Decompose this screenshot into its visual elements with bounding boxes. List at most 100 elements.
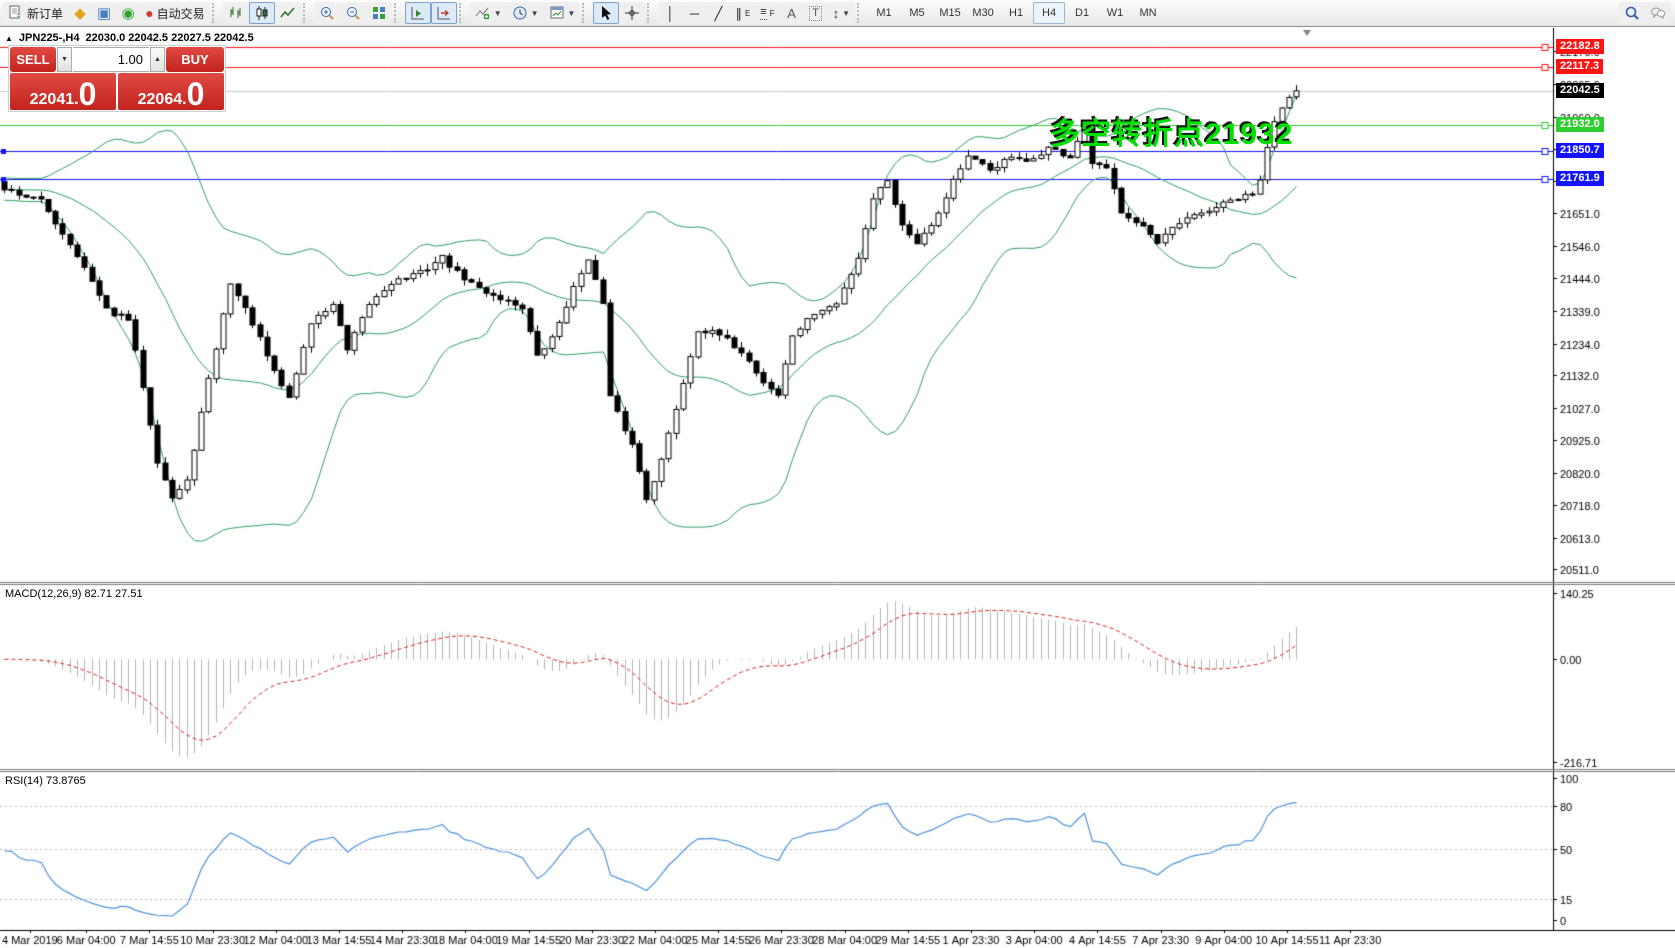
auto-scroll-button[interactable] (404, 2, 431, 24)
arrows-icon: ↕ (832, 5, 840, 21)
tile-windows-icon (372, 7, 385, 19)
volume-decrease-button[interactable]: ▼ (57, 47, 72, 72)
toolbar-grip (857, 3, 864, 23)
templates-button[interactable]: ▼ (543, 2, 581, 24)
chart-canvas[interactable] (0, 28, 1675, 948)
toolbar-grip (647, 3, 654, 23)
arrows-tool[interactable]: ↕ ▼ (827, 2, 856, 24)
horizontal-line-icon: ─ (689, 5, 700, 21)
chart-window: ▲ JPN225-,H4 22030.0 22042.5 22027.5 220… (0, 28, 1675, 948)
bid-price-int: 22041 (29, 91, 75, 108)
collapse-triangle-icon[interactable]: ▲ (5, 33, 13, 43)
line-chart-button[interactable] (274, 2, 301, 24)
auto-trading-label: 自动交易 (156, 6, 205, 21)
text-tool[interactable]: A (779, 2, 804, 24)
macd-indicator-label: MACD(12,26,9) 82.71 27.51 (5, 588, 143, 600)
hline-price-label[interactable]: 22182.8 (1556, 39, 1604, 54)
chat-button[interactable] (1645, 2, 1671, 24)
one-click-trading-panel: SELL ▼ ▲ BUY 22041.0 22064.0 (8, 45, 226, 112)
fibonacci-tool[interactable]: ≡ F (755, 2, 780, 24)
toolbar-grip (582, 3, 589, 23)
last-price-label: 22042.5 (1556, 83, 1604, 98)
new-order-label: 新订单 (27, 6, 64, 21)
text-label-tool[interactable]: T (803, 2, 828, 24)
crosshair-tool-button[interactable] (619, 2, 646, 24)
signals-button[interactable]: ◉ (116, 2, 141, 24)
toolbar-grip (393, 3, 401, 23)
timeframe-button-M5[interactable]: M5 (909, 7, 925, 19)
hline-price-label[interactable]: 21761.9 (1556, 171, 1604, 186)
auto-trading-button[interactable]: ● 自动交易 (140, 2, 210, 24)
metaeditor-button[interactable]: ◆ (68, 2, 93, 24)
chart-text-annotation[interactable]: 多空转折点21932 (1050, 118, 1294, 151)
templates-icon (550, 6, 564, 19)
timeframe-button-M15[interactable]: M15 (939, 7, 961, 19)
ask-price-int: 22064 (137, 91, 183, 108)
zoom-out-button[interactable] (339, 2, 366, 24)
metaeditor-icon: ◆ (74, 4, 86, 22)
line-chart-icon (280, 7, 295, 18)
search-button[interactable] (1619, 2, 1645, 24)
indicators-icon (475, 7, 489, 19)
hline-price-label[interactable]: 21850.7 (1556, 143, 1604, 158)
new-order-icon (9, 5, 20, 19)
bar-chart-button[interactable] (222, 2, 249, 24)
vertical-line-icon: │ (666, 5, 675, 21)
chart-symbol-timeframe: JPN225-,H4 (18, 32, 80, 44)
search-icon (1625, 6, 1639, 20)
dropdown-caret-icon: ▼ (567, 8, 576, 18)
main-toolbar: 新订单 ◆ ▣ ◉ ● 自动交易 ▼ ▼ ▼ │ ─ ╱ ∥ E ≡ F A (0, 0, 1675, 27)
channel-icon: ∥ (735, 5, 742, 21)
channel-tool[interactable]: ∥ E (730, 2, 756, 24)
zoom-out-icon (346, 7, 360, 20)
price-axis-labels: 22182.8 22117.3 21932.0 21850.7 21761.9 22042… (0, 28, 1675, 948)
timeframe-button-H4[interactable]: H4 (1033, 2, 1066, 24)
horizontal-line-tool[interactable]: ─ (682, 2, 707, 24)
signals-icon: ◉ (121, 4, 135, 22)
volume-increase-button[interactable]: ▲ (150, 47, 165, 72)
dropdown-caret-icon: ▼ (842, 8, 851, 18)
auto-scroll-icon (411, 7, 424, 20)
sell-button[interactable]: SELL (10, 47, 56, 72)
candlestick-chart-button[interactable] (248, 2, 275, 24)
volume-input[interactable] (73, 47, 149, 72)
rsi-indicator-label: RSI(14) 73.8765 (5, 775, 86, 787)
bid-price-button[interactable]: 22041. 0 (10, 73, 116, 110)
zoom-in-icon (320, 7, 334, 20)
timeframe-button-H1[interactable]: H1 (1009, 7, 1024, 19)
timeframe-button-W1[interactable]: W1 (1106, 7, 1124, 19)
hline-price-label[interactable]: 22117.3 (1556, 59, 1604, 74)
buy-button[interactable]: BUY (166, 47, 224, 72)
new-order-button[interactable]: 新订单 (3, 2, 69, 24)
cursor-icon (602, 6, 612, 20)
timeframe-toolbar: M1 M5 M15 M30 H1 H4 D1 W1 MN (868, 2, 1164, 24)
periods-button[interactable]: ▼ (506, 2, 544, 24)
auto-trading-icon: ● (145, 4, 154, 21)
indicators-button[interactable]: ▼ (469, 2, 507, 24)
toolbar-grip (458, 3, 466, 23)
toolbar-grip (211, 3, 219, 23)
terminal-icon: ▣ (97, 4, 112, 22)
text-label-icon: T (809, 5, 822, 21)
tile-windows-button[interactable] (365, 2, 392, 24)
bid-price-dot: . (74, 91, 79, 108)
chat-icon (1651, 7, 1666, 20)
dropdown-caret-icon: ▼ (530, 8, 539, 18)
timeframe-button-MN[interactable]: MN (1139, 7, 1157, 19)
terminal-button[interactable]: ▣ (92, 2, 117, 24)
timeframe-button-M30[interactable]: M30 (972, 7, 994, 19)
bid-price-big-digit: 0 (78, 75, 97, 112)
chart-ohlc-values: 22030.0 22042.5 22027.5 22042.5 (85, 32, 254, 44)
timeframe-button-M1[interactable]: M1 (876, 7, 892, 19)
cursor-tool-button[interactable] (593, 2, 620, 24)
ask-price-button[interactable]: 22064. 0 (118, 73, 224, 110)
hline-price-label[interactable]: 21932.0 (1556, 117, 1604, 132)
crosshair-icon (625, 6, 640, 20)
text-icon: A (787, 5, 796, 21)
timeframe-button-D1[interactable]: D1 (1075, 7, 1090, 19)
zoom-in-button[interactable] (313, 2, 340, 24)
trendline-tool[interactable]: ╱ (706, 2, 731, 24)
chart-shift-button[interactable] (430, 2, 457, 24)
vertical-line-tool[interactable]: │ (658, 2, 683, 24)
